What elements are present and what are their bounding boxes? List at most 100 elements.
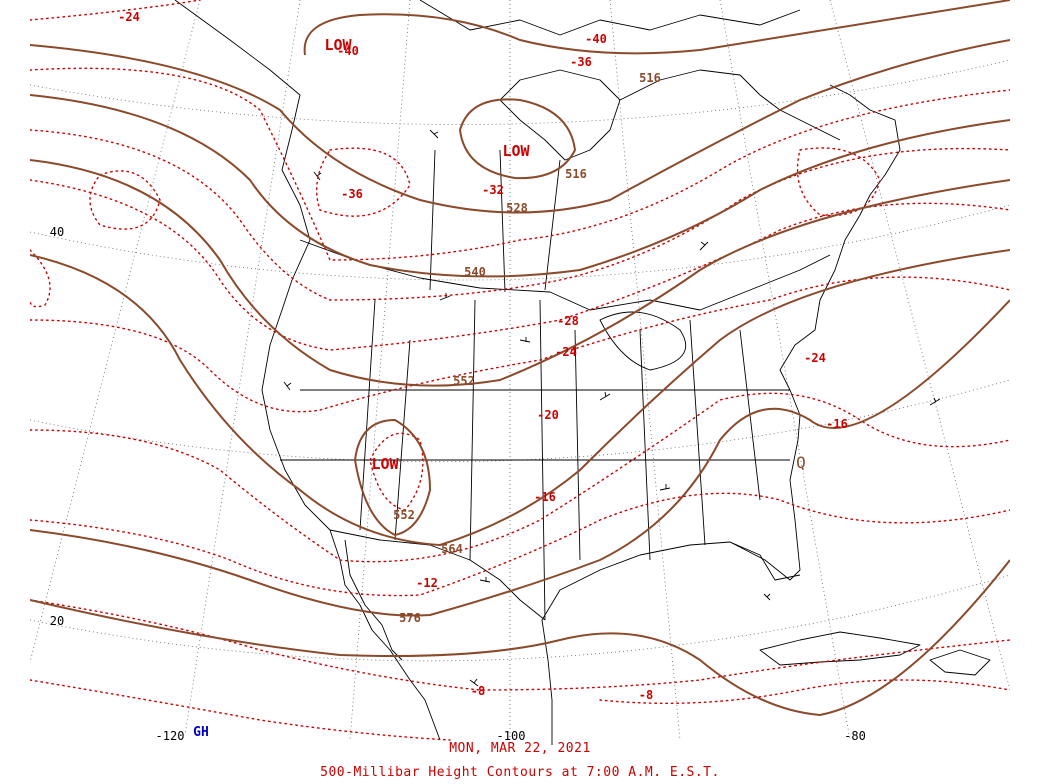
height-label: 552 <box>453 374 475 388</box>
height-label: 564 <box>441 542 463 556</box>
latitude-labels: 40 20 <box>50 225 64 628</box>
height-contour-540 <box>30 94 1010 278</box>
state-line-6 <box>639 329 651 561</box>
low-pressure-label: LOW <box>371 455 399 473</box>
temperature-label: -28 <box>557 314 579 328</box>
height-contour-516-low <box>458 98 577 180</box>
temperature-contour <box>796 147 881 217</box>
wind-barb <box>313 171 322 181</box>
height-contour-564 <box>30 249 1010 547</box>
temperature-label: -8 <box>639 688 653 702</box>
canada-province-line-2 <box>499 149 506 293</box>
height-label: 516 <box>639 71 661 85</box>
hudson-bay <box>499 69 621 161</box>
longitude-line-90 <box>609 0 681 741</box>
mexico-gulf-coast <box>541 541 801 745</box>
temperature-label: -12 <box>416 576 438 590</box>
height-contour-516 <box>303 0 1010 56</box>
temperature-contour <box>599 679 1010 705</box>
longitude-line-80 <box>719 0 851 741</box>
height-contour-528 <box>30 39 1010 214</box>
wind-barb <box>599 391 611 401</box>
wind-barb <box>479 577 491 583</box>
temperature-contour <box>369 432 424 511</box>
temperature-contour <box>30 492 1010 597</box>
temperature-label: -36 <box>341 187 363 201</box>
longitude-line-70 <box>829 0 1010 691</box>
wind-barb <box>699 241 709 251</box>
canada-province-line-3 <box>544 159 561 291</box>
longitude-line-130 <box>30 0 201 664</box>
height-contour-552-low <box>353 418 432 537</box>
temperature-label: -24 <box>118 10 140 24</box>
longitude-label: -100 <box>497 729 526 743</box>
latitude-label: 20 <box>50 614 64 628</box>
longitude-labels: -120 -100 -80 <box>156 729 866 743</box>
arctic-islands <box>419 0 801 36</box>
temperature-label: -24 <box>804 351 826 365</box>
temperature-label: -40 <box>585 32 607 46</box>
height-label: 516 <box>565 167 587 181</box>
longitude-line-110 <box>349 0 411 741</box>
latitude-line-40 <box>30 204 1010 281</box>
temperature-contour <box>30 276 1010 413</box>
wind-barb <box>283 381 292 391</box>
temperature-contours <box>30 0 1010 741</box>
temperature-contour <box>30 129 1010 301</box>
temperature-contour <box>315 147 411 217</box>
state-line-2 <box>394 339 411 541</box>
longitude-label: -120 <box>156 729 185 743</box>
temperature-label: -20 <box>537 408 559 422</box>
cuba <box>759 631 921 666</box>
gh-watermark: GH <box>193 725 209 740</box>
temperature-contour <box>89 170 161 230</box>
wind-barb <box>929 397 941 406</box>
latitude-line-50 <box>30 59 1010 125</box>
temperature-contour <box>30 392 1010 563</box>
temperature-contour <box>30 67 1010 261</box>
low-pressure-label: LOW <box>502 142 530 160</box>
low-pressure-label: LOW <box>324 36 352 54</box>
temperature-labels: -24 -40 -40 -36 -36 -32 -28 -24 -24 -20 … <box>118 10 848 702</box>
state-line-5 <box>574 329 581 561</box>
great-lakes <box>599 311 687 371</box>
pressure-centers: LOW LOW LOW <box>324 36 530 473</box>
wind-barb <box>429 129 439 139</box>
height-contour-588 <box>30 559 1010 717</box>
labrador-coast <box>619 69 841 141</box>
height-label: 540 <box>464 265 486 279</box>
height-contour-576 <box>30 299 1010 617</box>
temperature-label: -40 <box>337 44 359 58</box>
height-label: 552 <box>393 508 415 522</box>
longitude-line-120 <box>184 0 301 736</box>
temperature-label: -36 <box>570 55 592 69</box>
west-coast <box>174 0 441 741</box>
symbols: Q <box>796 453 806 472</box>
graticule <box>30 0 1010 741</box>
us-canada-border <box>299 239 831 311</box>
wind-barb <box>469 678 479 687</box>
map-title: 500-Millibar Height Contours at 7:00 A.M… <box>320 765 720 780</box>
tropical-symbol: Q <box>796 453 806 472</box>
height-labels: 516 516 528 540 552 552 564 576 <box>393 71 661 625</box>
temperature-contour <box>30 0 201 21</box>
height-label: 576 <box>399 611 421 625</box>
latitude-line-20 <box>30 574 1010 662</box>
temperature-contour <box>30 599 1010 691</box>
height-contours <box>30 0 1010 717</box>
geography <box>174 0 991 745</box>
baja-peninsula <box>344 539 403 661</box>
wind-barb <box>519 337 531 343</box>
temperature-label: -24 <box>555 345 577 359</box>
temperature-label: -16 <box>826 417 848 431</box>
temperature-label: -16 <box>534 490 556 504</box>
state-line-1 <box>359 299 376 531</box>
east-coast <box>779 84 901 416</box>
state-line-3 <box>469 299 476 561</box>
temperature-label: -32 <box>482 183 504 197</box>
canada-province-line <box>429 149 436 291</box>
height-label: 528 <box>506 201 528 215</box>
wind-barb <box>659 484 671 491</box>
